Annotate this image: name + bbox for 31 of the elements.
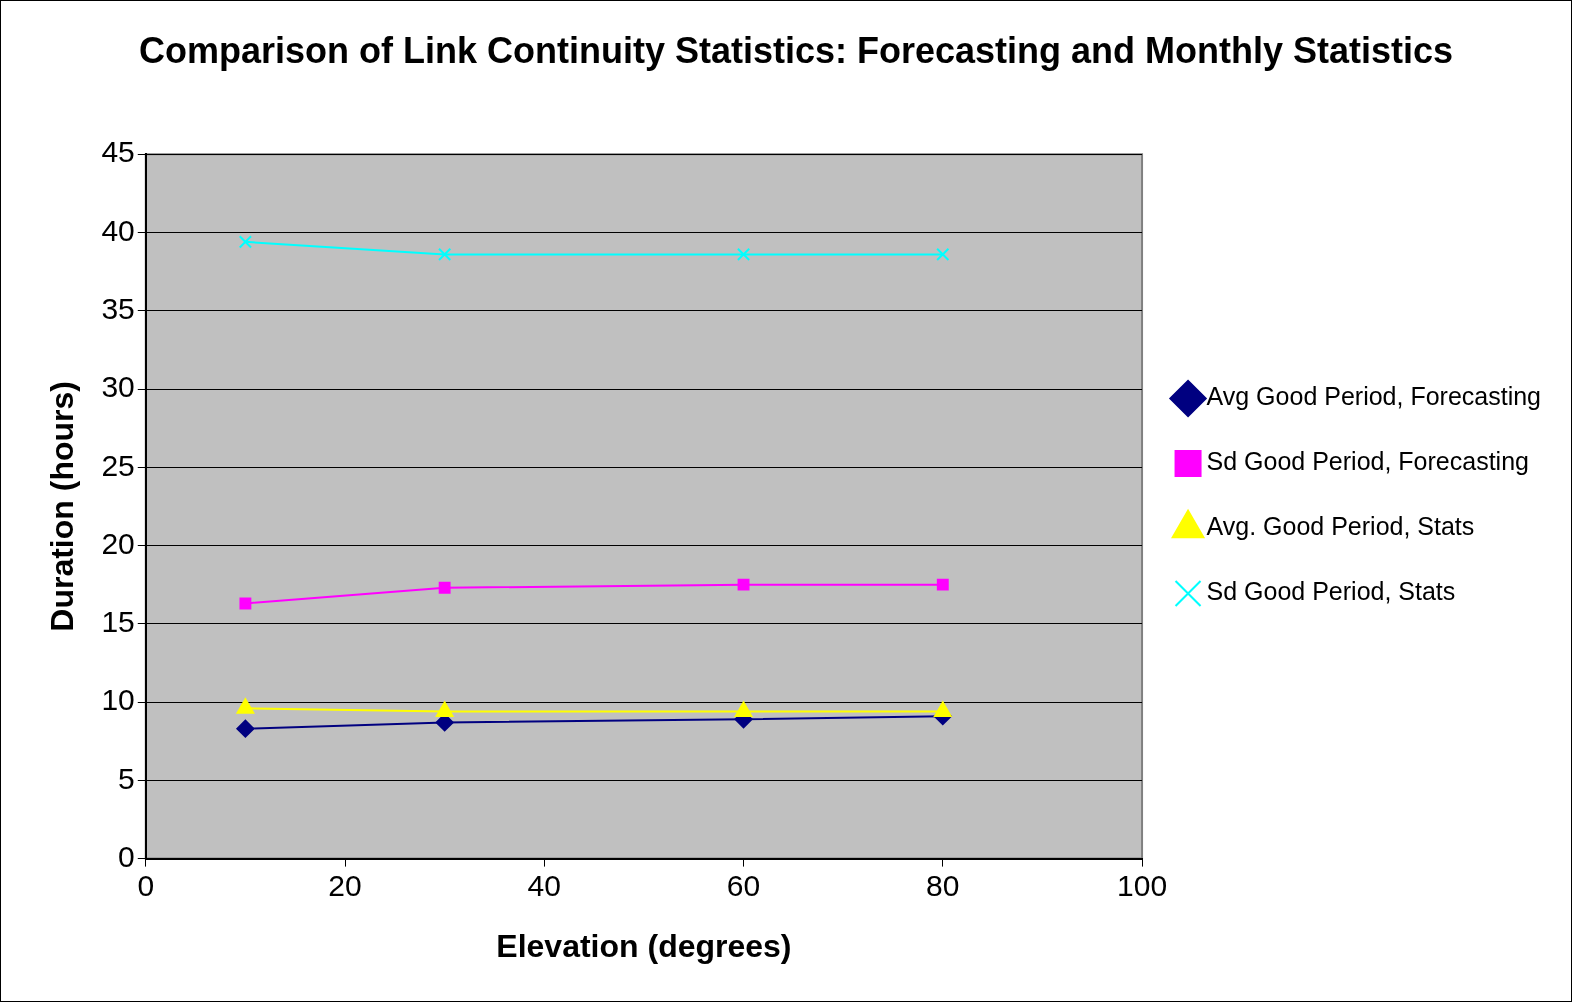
y-tick-label: 30 (101, 370, 135, 404)
point (737, 578, 750, 591)
x-tick-label: 40 (527, 868, 561, 902)
point (936, 578, 949, 591)
y-tick-label: 20 (101, 526, 135, 560)
x-axis-title: Elevation (degrees) (496, 927, 792, 964)
x-tick-label: 60 (726, 868, 761, 902)
y-tick-label: 0 (118, 839, 135, 873)
legend-label: Sd Good Period, Stats (1206, 577, 1456, 606)
point (936, 247, 950, 262)
chart-title: Comparison of Link Continuity Statistics: Forecasting and Monthly Statistics (138, 29, 1454, 71)
legend-label: Avg. Good Period, Stats (1206, 512, 1475, 541)
y-tick-label: 25 (101, 448, 135, 482)
legend-label: Sd Good Period, Forecasting (1206, 447, 1529, 476)
point (236, 719, 255, 738)
y-tick-label: 45 (101, 135, 135, 169)
y-tick-label: 10 (101, 683, 135, 717)
y-tick-label: 40 (101, 213, 135, 247)
point (438, 581, 451, 594)
x-tick-label: 20 (328, 868, 362, 902)
legend-label: Avg Good Period, Forecasting (1206, 382, 1541, 411)
y-tick-label: 35 (101, 292, 135, 325)
point (238, 235, 253, 249)
x-tick-label: 100 (1117, 868, 1168, 902)
point (438, 247, 452, 262)
y-axis-title: Duration (hours) (44, 381, 81, 632)
y-tick-label: 5 (118, 761, 135, 795)
point (736, 247, 751, 262)
y-tick-label: 15 (101, 605, 135, 639)
x-tick-label: 80 (926, 868, 960, 902)
point (239, 597, 252, 610)
